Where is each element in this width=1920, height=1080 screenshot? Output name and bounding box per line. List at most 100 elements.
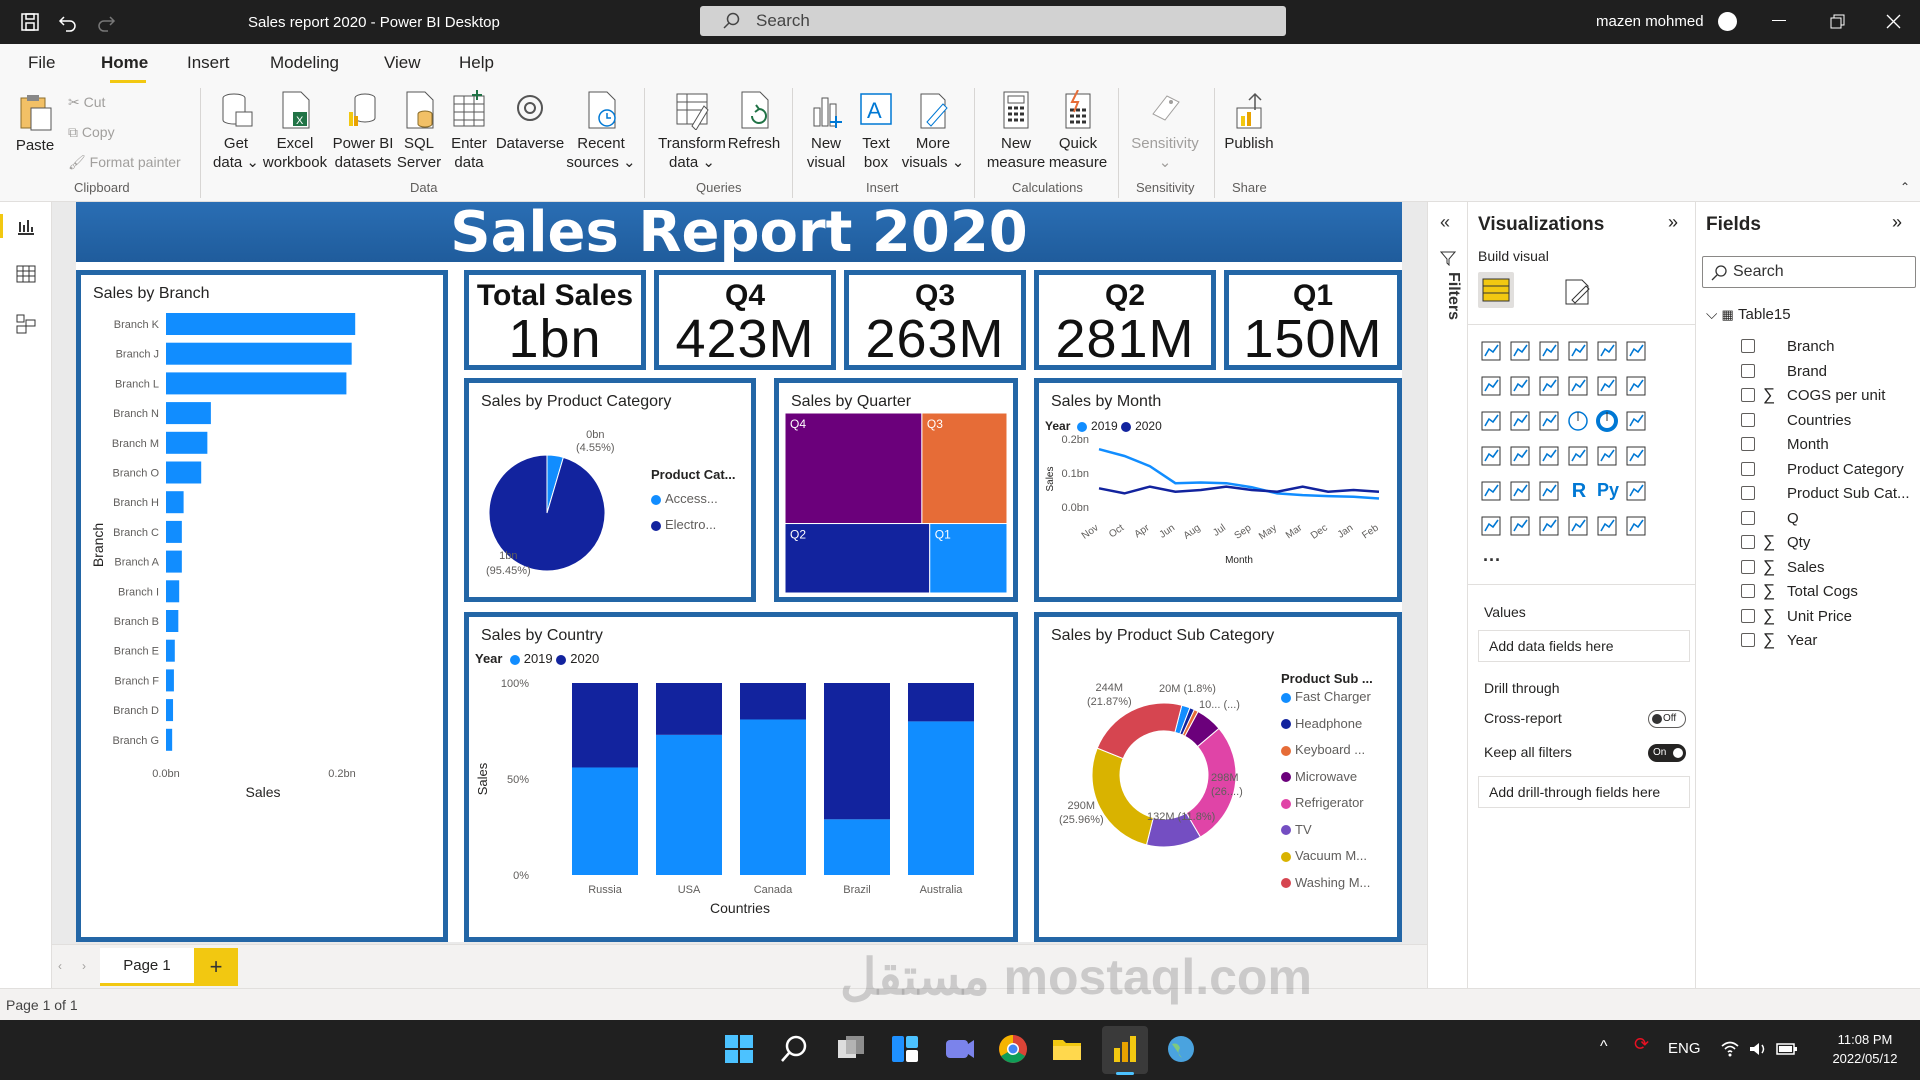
clock[interactable]: 11:08 PM 2022/05/12 [1832, 1032, 1898, 1066]
table-icon[interactable] [1509, 480, 1533, 504]
teams-chat-icon[interactable] [942, 1032, 976, 1066]
new-measure-button[interactable]: New measure [984, 90, 1048, 172]
python-visual-icon[interactable]: Py [1596, 480, 1620, 500]
checkbox[interactable] [1741, 608, 1755, 623]
cross-report-toggle[interactable]: Off [1648, 710, 1686, 728]
narrative-icon[interactable] [1538, 515, 1562, 539]
chevron-up-icon[interactable]: ^ [1600, 1038, 1608, 1055]
collapse-viz-icon[interactable]: » [1668, 212, 1679, 232]
kpi-total-sales[interactable]: Total Sales 1bn [464, 270, 646, 370]
subcat-legend-item[interactable]: TV [1281, 822, 1312, 837]
100-column-icon[interactable] [1625, 340, 1649, 364]
transform-data-button[interactable]: Transform data ⌄ [654, 90, 730, 172]
copy-button[interactable]: ⧉ Copy [68, 124, 115, 140]
slicer-icon[interactable] [1480, 480, 1504, 504]
next-page-icon[interactable]: › [82, 959, 86, 973]
line-column-icon[interactable] [1567, 375, 1591, 399]
avatar[interactable] [1718, 12, 1737, 31]
fields-search-input[interactable]: Search [1702, 256, 1916, 288]
decomposition-icon[interactable] [1480, 515, 1504, 539]
waterfall-icon[interactable] [1480, 410, 1504, 434]
dataverse-button[interactable]: Dataverse [494, 90, 566, 153]
format-painter-button[interactable]: 🖌 Format painter [68, 154, 181, 170]
kpi-icon[interactable] [1625, 445, 1649, 469]
country-chart-card[interactable]: Sales by Country Year 2019 2020 100% 50% 0… [464, 612, 1018, 942]
checkbox[interactable] [1741, 437, 1755, 451]
collapse-ribbon-icon[interactable]: ⌃ [1900, 180, 1911, 194]
user-name[interactable]: mazen mohmed [1596, 13, 1704, 30]
quarter-chart-card[interactable]: Sales by Quarter Q4 Q3 Q2 Q1 [774, 378, 1018, 602]
table-node[interactable]: ⌵ ▦ Table15 [1706, 306, 1791, 323]
subcat-legend-item[interactable]: Microwave [1281, 769, 1357, 784]
funnel-icon[interactable] [1509, 410, 1533, 434]
clustered-bar-icon[interactable] [1538, 340, 1562, 364]
taskbar-search-icon[interactable] [778, 1032, 812, 1066]
report-view-icon[interactable] [16, 216, 36, 236]
file-explorer-icon[interactable] [1050, 1032, 1084, 1066]
ribbon-icon[interactable] [1625, 375, 1649, 399]
legend-item[interactable]: Access... [651, 491, 718, 506]
menu-help[interactable]: Help [459, 53, 494, 72]
globe-app-icon[interactable] [1164, 1032, 1198, 1066]
subcat-legend-item[interactable]: Fast Charger [1281, 689, 1371, 704]
power-bi-datasets-button[interactable]: Power BI datasets [328, 90, 398, 172]
checkbox[interactable] [1741, 486, 1755, 500]
stacked-area-icon[interactable] [1538, 375, 1562, 399]
pie-icon[interactable] [1567, 410, 1591, 434]
more-icon[interactable]: ··· [1483, 550, 1501, 570]
filled-map-icon[interactable] [1509, 445, 1533, 469]
prev-page-icon[interactable]: ‹ [58, 959, 62, 973]
checkbox[interactable] [1741, 363, 1755, 378]
area-icon[interactable] [1509, 375, 1533, 399]
new-visual-button[interactable]: New visual [800, 90, 852, 172]
menu-file[interactable]: File [28, 53, 56, 72]
checkbox[interactable] [1741, 535, 1755, 549]
widgets-icon[interactable] [888, 1032, 922, 1066]
menu-insert[interactable]: Insert [187, 53, 230, 72]
drill-through-well[interactable]: Add drill-through fields here [1478, 776, 1690, 808]
paginated-icon[interactable] [1567, 515, 1591, 539]
add-page-button[interactable]: + [194, 948, 238, 986]
stacked-column-icon[interactable] [1509, 340, 1533, 364]
subcat-legend-item[interactable]: Headphone [1281, 716, 1362, 731]
volume-icon[interactable] [1748, 1040, 1768, 1058]
checkbox[interactable] [1741, 412, 1755, 427]
chrome-icon[interactable] [996, 1032, 1030, 1066]
paste-button[interactable]: Paste [14, 92, 56, 155]
checkbox[interactable] [1741, 633, 1755, 647]
kpi-q4[interactable]: Q4 423M [654, 270, 836, 370]
restore-icon[interactable] [1830, 14, 1845, 29]
enter-data-button[interactable]: Enter data [448, 90, 490, 172]
line-clustered-icon[interactable] [1596, 375, 1620, 399]
collapse-fields-icon[interactable]: » [1892, 212, 1903, 232]
clustered-column-icon[interactable] [1567, 340, 1591, 364]
keep-filters-toggle[interactable]: On [1648, 744, 1686, 762]
checkbox[interactable] [1741, 339, 1755, 353]
build-visual-tab[interactable] [1478, 272, 1514, 308]
publish-button[interactable]: Publish [1220, 90, 1278, 153]
close-icon[interactable] [1886, 14, 1901, 29]
format-visual-icon[interactable] [1562, 276, 1592, 306]
checkbox[interactable] [1741, 388, 1755, 402]
map-icon[interactable] [1480, 445, 1504, 469]
legend-item[interactable]: Electro... [651, 517, 716, 532]
page-tab-1[interactable]: Page 1 [100, 948, 194, 986]
wifi-icon[interactable] [1720, 1040, 1740, 1058]
gauge-icon[interactable] [1538, 445, 1562, 469]
language-indicator[interactable]: ENG [1668, 1040, 1701, 1057]
scatter-icon[interactable] [1538, 410, 1562, 434]
menu-view[interactable]: View [384, 53, 421, 72]
line-icon[interactable] [1480, 375, 1504, 399]
text-box-button[interactable]: A Text box [854, 90, 898, 172]
power-automate-icon[interactable] [1625, 515, 1649, 539]
model-view-icon[interactable] [16, 314, 36, 334]
stacked-bar-icon[interactable] [1480, 340, 1504, 364]
data-view-icon[interactable] [16, 264, 36, 284]
matrix-icon[interactable] [1538, 480, 1562, 504]
qa-icon[interactable] [1509, 515, 1533, 539]
power-apps-icon[interactable] [1596, 515, 1620, 539]
filters-strip[interactable]: « Filters [1427, 202, 1467, 988]
menu-modeling[interactable]: Modeling [270, 53, 339, 72]
get-data-button[interactable]: Get data ⌄ [206, 90, 266, 172]
treemap-icon[interactable] [1625, 410, 1649, 434]
